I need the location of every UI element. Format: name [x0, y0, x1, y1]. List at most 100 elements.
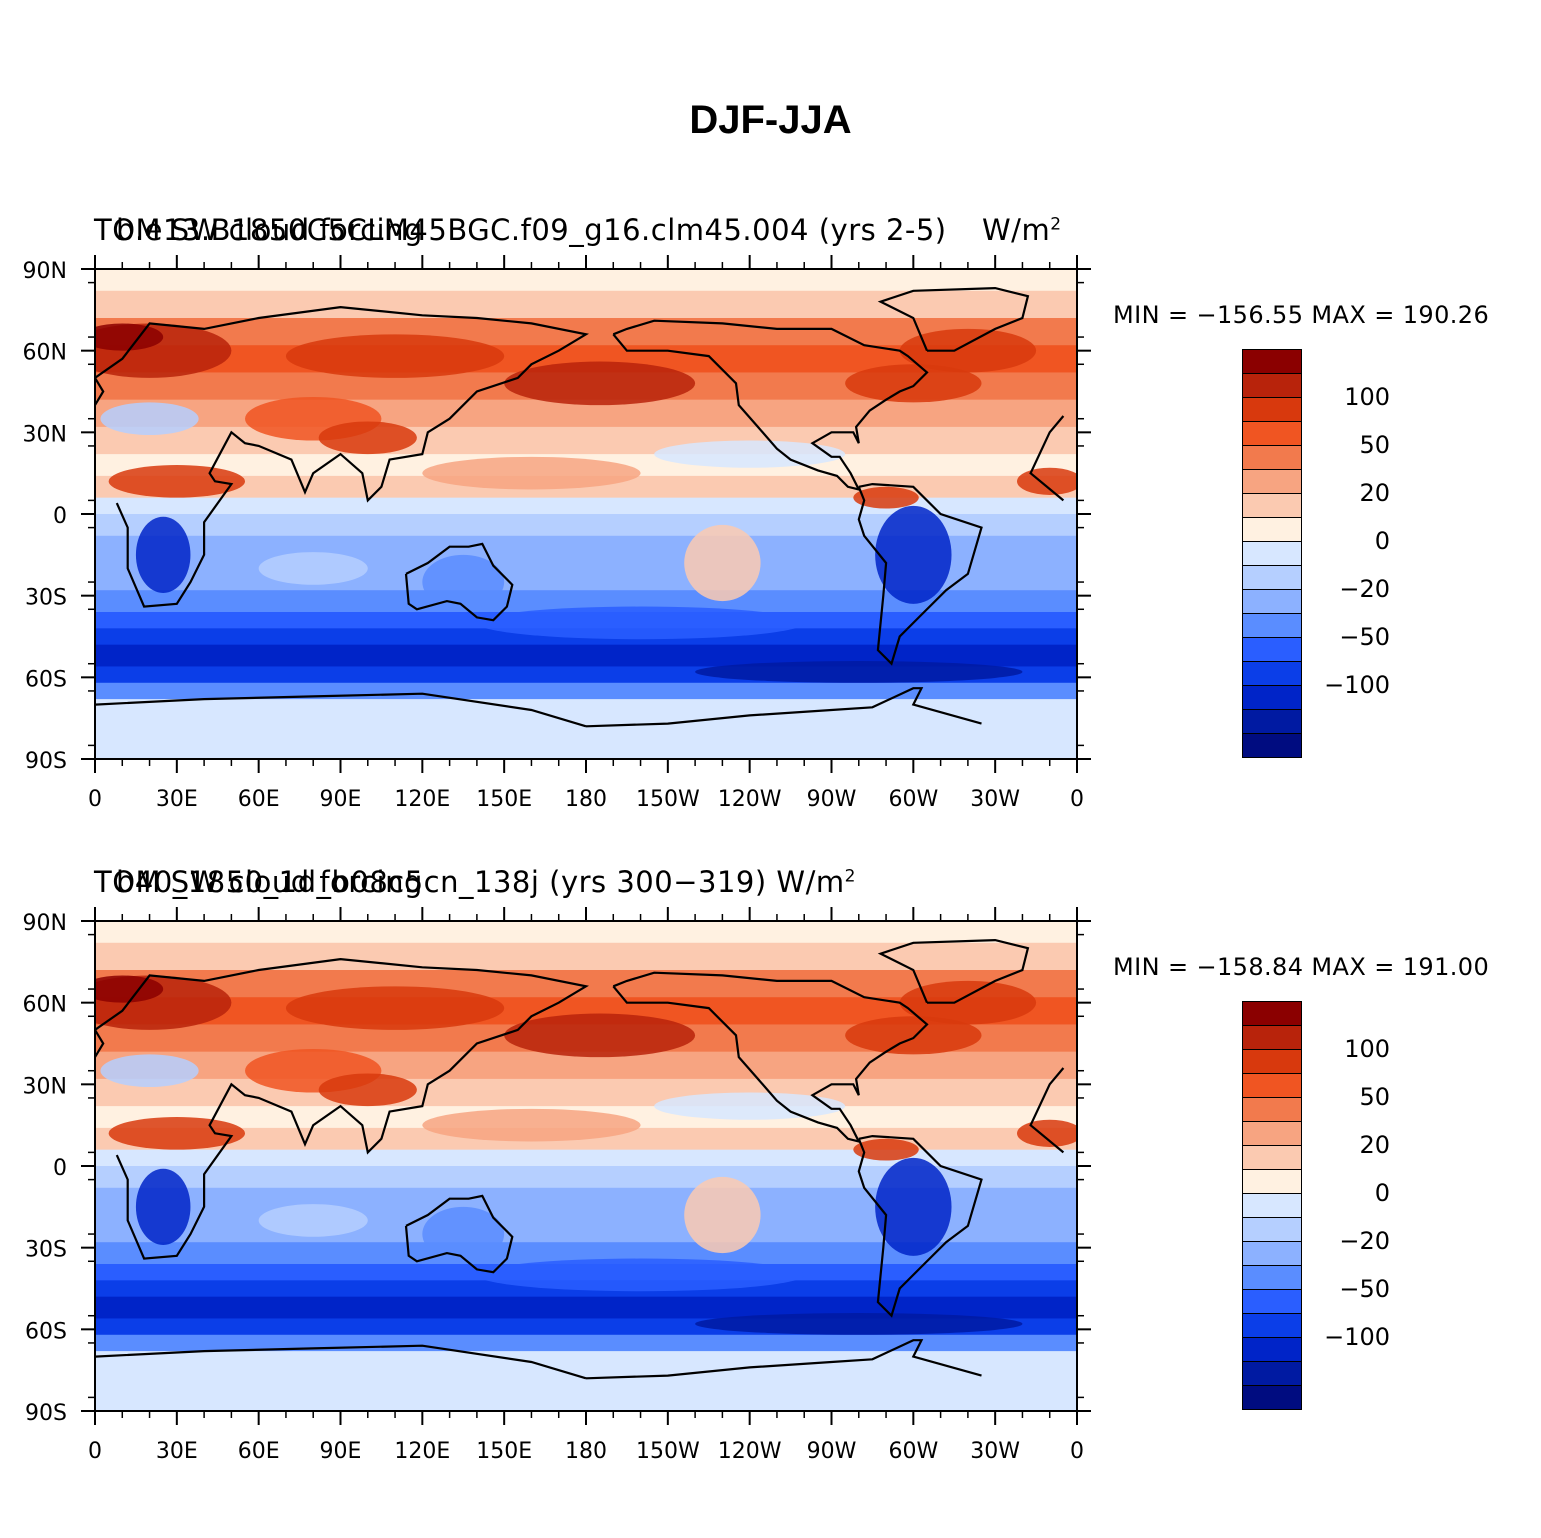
contour-band: [95, 1242, 1077, 1265]
map-field: [95, 921, 1077, 1411]
lon-tick-label: 30W: [970, 1439, 1020, 1464]
panel-case-label: b40_1850_1d_b08c5cn_138j (yrs 300−319) W…: [116, 865, 856, 899]
contour-band: [95, 514, 1077, 537]
colorbar-swatch: [1242, 1218, 1302, 1242]
lat-tick-label: 90S: [25, 749, 67, 774]
colorbar-swatch: [1242, 1338, 1302, 1362]
colorbar-label: 50: [1359, 431, 1390, 459]
coastline: [95, 377, 105, 406]
colorbar-swatch: [1242, 518, 1302, 542]
contour-band: [95, 699, 1077, 759]
contour-region: [422, 554, 505, 610]
colorbar-swatch: [1242, 470, 1302, 494]
contour-region: [285, 334, 505, 378]
lon-tick-label: 150W: [636, 1439, 700, 1464]
contour-region: [504, 361, 696, 406]
lat-tick-label: 60N: [23, 993, 67, 1018]
lon-tick-label: 120W: [718, 1439, 782, 1464]
colorbar-swatch: [1242, 422, 1302, 446]
colorbar-label: 0: [1374, 1179, 1390, 1207]
contour-region: [695, 661, 1023, 683]
colorbar-swatch: [1242, 1242, 1302, 1266]
lon-tick-label: 60E: [238, 1439, 280, 1464]
coastline: [585, 1339, 982, 1380]
min-max-label: MIN = −158.84 MAX = 191.00: [1113, 953, 1490, 981]
contour-region: [95, 975, 164, 1003]
contour-region: [695, 1313, 1023, 1335]
contour-region: [899, 980, 1037, 1025]
colorbar-label: 0: [1374, 527, 1390, 555]
lat-tick-label: 60S: [25, 667, 67, 692]
colorbar-swatch: [1242, 1026, 1302, 1050]
lon-tick-label: 60E: [238, 787, 280, 812]
coastline: [877, 938, 1030, 1004]
colorbar-swatch: [1242, 1266, 1302, 1290]
lon-tick-label: 150E: [476, 1439, 532, 1464]
contour-region: [258, 1204, 368, 1237]
lon-tick-label: 90W: [807, 787, 857, 812]
coastline: [857, 1134, 983, 1318]
coastline: [1029, 1067, 1065, 1154]
contour-region: [258, 552, 368, 585]
colorbar-swatch: [1242, 349, 1302, 374]
colorbar: 100 50 20 0 −20 −50 −100: [1242, 349, 1390, 758]
lon-tick-label: 120E: [394, 787, 450, 812]
colorbar-swatch: [1242, 638, 1302, 662]
page-title: DJF-JJA: [689, 98, 852, 142]
contour-band: [95, 921, 1077, 944]
colorbar-swatch: [1242, 1170, 1302, 1194]
coastline: [404, 542, 514, 622]
contour-band: [95, 1166, 1077, 1189]
contour-region: [504, 1013, 696, 1058]
colorbar-label: 50: [1359, 1083, 1390, 1111]
lat-tick-label: 0: [53, 1156, 67, 1181]
colorbar-swatch: [1242, 398, 1302, 422]
colorbar-label: 20: [1359, 1131, 1390, 1159]
coastline: [612, 971, 929, 1144]
contour-region: [654, 440, 846, 468]
contour-region: [135, 1168, 191, 1245]
lat-tick-label: 90N: [23, 259, 67, 284]
colorbar-swatch: [1242, 1314, 1302, 1338]
contour-band: [95, 497, 1077, 515]
map-field: [95, 269, 1077, 759]
lon-tick-label: 90E: [320, 787, 362, 812]
contour-region: [100, 402, 199, 436]
coastline: [95, 1344, 587, 1380]
lon-tick-label: 180: [565, 1439, 607, 1464]
map-panel-1: TOM SW cloud forcing b.e13.B1850C5CLM45B…: [0, 205, 1541, 845]
colorbar-swatch: [1242, 590, 1302, 614]
colorbar-label: −20: [1339, 575, 1390, 603]
coastline: [95, 692, 587, 728]
contour-region: [318, 1073, 417, 1107]
lat-tick-label: 30S: [25, 586, 67, 611]
contour-region: [318, 421, 417, 455]
coastline: [585, 687, 982, 728]
colorbar-label: −100: [1324, 1323, 1390, 1351]
contour-region: [95, 323, 164, 351]
contour-region: [135, 516, 191, 593]
contour-region: [845, 1016, 982, 1055]
colorbar-swatch: [1242, 614, 1302, 638]
lat-tick-label: 30N: [23, 1074, 67, 1099]
contour-region: [100, 1054, 199, 1088]
contour-region: [899, 328, 1037, 373]
colorbar-label: −100: [1324, 671, 1390, 699]
coastline: [612, 319, 929, 492]
colorbar-swatch: [1242, 734, 1302, 758]
colorbar-swatch: [1242, 1290, 1302, 1314]
map-panel-2: TOM SW cloud forcing b40_1850_1d_b08c5cn…: [0, 857, 1541, 1497]
contour-band: [95, 269, 1077, 292]
lon-tick-label: 120W: [718, 787, 782, 812]
colorbar-swatch: [1242, 374, 1302, 398]
contour-region: [684, 1176, 761, 1254]
colorbar-swatch: [1242, 1050, 1302, 1074]
colorbar-swatch: [1242, 710, 1302, 734]
min-max-label: MIN = −156.55 MAX = 190.26: [1113, 301, 1490, 329]
contour-region: [476, 606, 805, 640]
coastline: [877, 286, 1030, 352]
lon-tick-label: 30W: [970, 787, 1020, 812]
contour-region: [684, 524, 761, 602]
contour-region: [1016, 1119, 1077, 1147]
contour-band: [95, 942, 1077, 971]
